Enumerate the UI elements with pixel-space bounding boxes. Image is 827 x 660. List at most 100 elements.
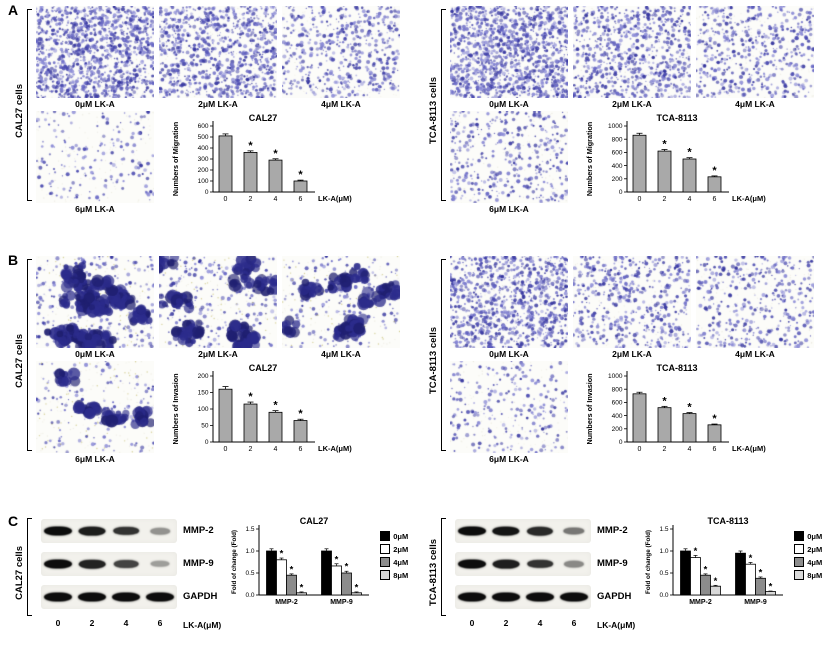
legend-swatch (794, 570, 805, 580)
micrograph-panel: 6μM LK-A (36, 361, 154, 465)
legend-swatch (380, 570, 391, 580)
svg-text:6: 6 (713, 196, 717, 203)
blot-band (560, 592, 588, 602)
micrograph-image (282, 6, 400, 98)
svg-text:*: * (355, 582, 359, 593)
blot-row-label: MMP-2 (597, 525, 628, 536)
blot-row-label: GAPDH (183, 591, 218, 602)
blot-xaxis-label: LK-A(μM) (597, 620, 636, 630)
micrograph-grid: 0μM LK-A 2μM LK-A 4μM LK-A 6μM LK-A TCA-… (450, 6, 814, 215)
blot-strip (455, 585, 591, 609)
y-axis-label: Numbers of Invasion (171, 373, 180, 444)
micrograph-caption: 0μM LK-A (489, 99, 529, 109)
micrograph-image (450, 256, 568, 348)
blot-band (150, 527, 170, 535)
svg-text:*: * (662, 395, 667, 407)
svg-text:4: 4 (274, 446, 278, 453)
blot-lanes-column: 0 2 4 6 (41, 519, 177, 630)
legend-entry: 4μM (794, 557, 822, 567)
legend-entry: 4μM (380, 557, 408, 567)
micrograph-caption: 4μM LK-A (735, 349, 775, 359)
legend-label: 0μM (807, 531, 823, 541)
tca8113-migration-group: TCA-8113 cells 0μM LK-A 2μM LK-A 4μM LK-… (428, 6, 814, 215)
blot-band (526, 526, 554, 536)
blot-band (527, 559, 553, 569)
cell-line-column: TCA-8113 cells (428, 6, 447, 215)
svg-text:400: 400 (612, 163, 623, 170)
svg-text:*: * (298, 408, 303, 420)
fold-change-chart: TCA-8113 Fold of change (Fold) 0.0 0.5 1.0 1.… (643, 515, 822, 630)
micrograph-panel: 2μM LK-A (159, 256, 277, 359)
svg-text:0: 0 (619, 439, 623, 446)
blot-row-label: MMP-9 (597, 558, 628, 569)
blot-lanes: 0 2 4 6 (41, 618, 177, 628)
svg-text:*: * (749, 553, 753, 564)
micrograph-panel: 2μM LK-A (573, 6, 691, 109)
blot-lanes-column: 0 2 4 6 (455, 519, 591, 630)
svg-text:2: 2 (249, 446, 253, 453)
lane-label: 4 (123, 618, 129, 628)
invasion-bar-chart: TCA-8113 Numbers of Invasion 0 200 400 600 800… (573, 361, 814, 465)
svg-text:600: 600 (612, 150, 623, 157)
chart-title: TCA-8113 (656, 113, 697, 123)
blot-band (526, 592, 554, 602)
svg-text:MMP-2: MMP-2 (689, 599, 712, 606)
blot-band (492, 526, 520, 536)
svg-text:100: 100 (198, 406, 209, 413)
svg-text:4: 4 (688, 196, 692, 203)
micrograph-image (36, 6, 154, 98)
svg-text:*: * (280, 549, 284, 560)
blot-band (563, 527, 585, 535)
tca8113-western-group: TCA-8113 cells 0 2 4 6 MMP-2 MMP-9 GAPDH LK-A(μ… (428, 515, 822, 630)
svg-text:6: 6 (299, 196, 303, 203)
legend-label: 2μM (807, 544, 823, 554)
group-bracket (27, 518, 32, 616)
svg-text:1.5: 1.5 (660, 526, 669, 533)
blot-band (78, 526, 106, 536)
svg-text:*: * (769, 582, 773, 593)
svg-text:*: * (759, 567, 763, 578)
legend-swatch (380, 557, 391, 567)
legend-label: 8μM (393, 570, 409, 580)
micrograph-image (696, 6, 814, 98)
micrograph-image (36, 111, 154, 203)
blot-band (113, 560, 139, 568)
y-axis-label: Numbers of Invasion (585, 373, 594, 444)
micrograph-image (159, 6, 277, 98)
svg-text:*: * (694, 546, 698, 557)
legend-entry: 0μM (380, 531, 408, 541)
svg-text:0: 0 (224, 196, 228, 203)
svg-text:*: * (300, 582, 304, 593)
bar-chart-svg: CAL27 Numbers of Invasion 0 50 100 150 200 0 * 2 *… (171, 363, 352, 453)
cal27-western-group: CAL27 cells 0 2 4 6 MMP-2 MMP-9 GAPDH LK-A(μM) … (14, 515, 408, 630)
panel-b: B CAL27 cells 0μM LK-A 2μM LK-A 4μM LK-A (0, 252, 827, 502)
legend-label: 8μM (807, 570, 823, 580)
group-bracket (441, 259, 446, 451)
svg-text:0.0: 0.0 (246, 592, 255, 599)
blot-labels-column: MMP-2 MMP-9 GAPDH LK-A(μM) (183, 519, 221, 630)
y-axis-label: Numbers of Migration (585, 122, 594, 196)
micrograph-caption: 0μM LK-A (489, 349, 529, 359)
x-axis-label: LK-A(μM) (732, 444, 766, 453)
grouped-bar-chart-svg: CAL27 Fold of change (Fold) 0.0 0.5 1.0 1.5 * *… (231, 516, 370, 606)
legend-label: 2μM (393, 544, 409, 554)
micrograph-panel: 0μM LK-A (36, 6, 154, 109)
blot-band (458, 526, 486, 536)
micrograph-image (450, 361, 568, 453)
svg-text:0.0: 0.0 (660, 592, 669, 599)
grouped-bar-chart-svg: TCA-8113 Fold of change (Fold) 0.0 0.5 1.0 1.… (645, 516, 784, 606)
micrograph-image (573, 6, 691, 98)
blot-labels-column: MMP-2 MMP-9 GAPDH LK-A(μM) (597, 519, 635, 630)
tca8113-invasion-group: TCA-8113 cells 0μM LK-A 2μM LK-A 4μM LK-… (428, 256, 814, 465)
y-axis-label: Fold of change (Fold) (231, 530, 238, 594)
micrograph-panel: 4μM LK-A (282, 256, 400, 359)
micrograph-panel: 0μM LK-A (450, 6, 568, 109)
group-bracket (441, 9, 446, 201)
group-bracket (441, 518, 446, 616)
micrograph-image (282, 256, 400, 348)
svg-text:*: * (273, 400, 278, 412)
micrograph-panel: 4μM LK-A (696, 6, 814, 109)
micrograph-caption: 0μM LK-A (75, 349, 115, 359)
svg-text:4: 4 (274, 196, 278, 203)
cell-line-column: TCA-8113 cells (428, 256, 447, 465)
